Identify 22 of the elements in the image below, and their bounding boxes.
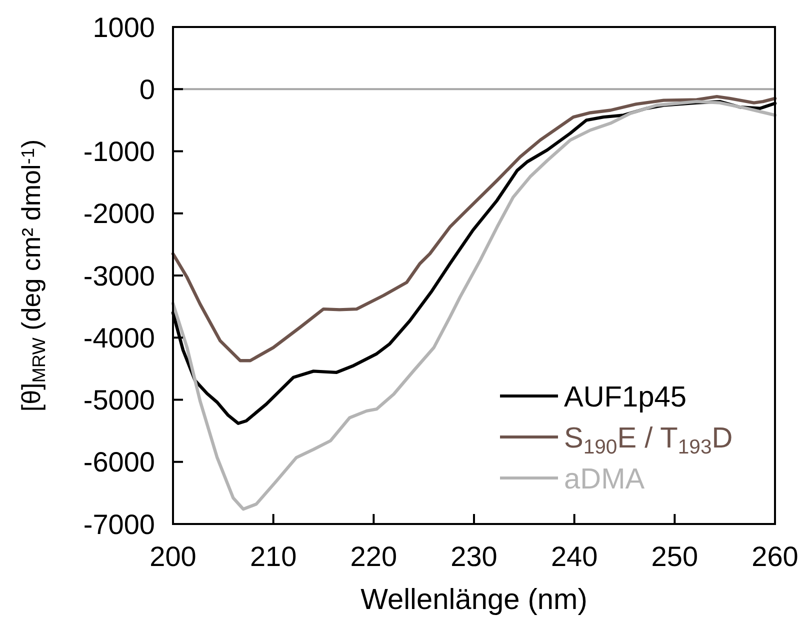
y-tick-label: 1000 bbox=[92, 12, 155, 43]
x-tick-label: 210 bbox=[250, 541, 297, 572]
y-tick-label: -3000 bbox=[83, 260, 155, 292]
y-tick-label: -7000 bbox=[83, 508, 155, 540]
legend-label: AUF1p45 bbox=[564, 381, 687, 414]
x-axis-title: Wellenlänge (nm) bbox=[360, 584, 588, 616]
x-tick-label: 220 bbox=[350, 541, 398, 572]
y-tick-label: -1000 bbox=[83, 136, 155, 168]
line-series bbox=[171, 100, 777, 511]
y-tick-label: -2000 bbox=[83, 198, 155, 230]
y-tick-label: -5000 bbox=[83, 384, 155, 416]
legend-label: S$_{190}$E / T$_{193}$D bbox=[564, 422, 733, 458]
y-tick-label: 0 bbox=[139, 74, 155, 105]
x-tick-label: 260 bbox=[752, 541, 798, 572]
x-tick-label: 240 bbox=[550, 541, 598, 572]
x-tick-label: 250 bbox=[651, 541, 698, 572]
x-tick-label: 200 bbox=[150, 541, 196, 572]
y-tick-label: -4000 bbox=[83, 322, 155, 354]
y-tick-label: -6000 bbox=[83, 446, 155, 478]
legend-label: aDMA bbox=[564, 463, 646, 496]
line-series bbox=[171, 94, 777, 362]
x-tick-label: 230 bbox=[450, 541, 498, 572]
